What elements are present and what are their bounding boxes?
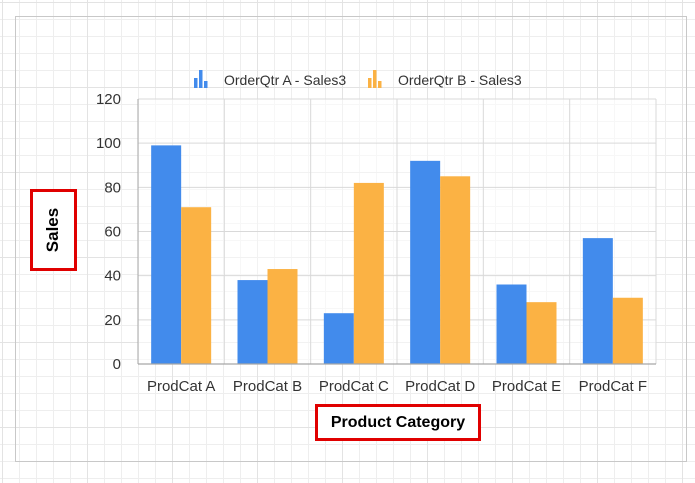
bar[interactable] <box>612 297 643 364</box>
bar[interactable] <box>151 145 182 364</box>
y-axis-title: Sales <box>43 207 63 253</box>
legend-icon-bar <box>204 81 208 88</box>
legend-icon-bar <box>199 70 203 88</box>
x-axis-title-box: Product Category <box>315 404 481 441</box>
legend-icon-bar <box>373 70 377 88</box>
legend-label: OrderQtr B - Sales3 <box>398 72 522 88</box>
x-tick-label: ProdCat D <box>405 378 475 395</box>
x-axis-title: Product Category <box>330 413 466 431</box>
bar[interactable] <box>181 207 212 364</box>
legend-label: OrderQtr A - Sales3 <box>224 72 346 88</box>
axes: 0 20 40 60 80 100 120 ProdCat A ProdCat B ProdCat… <box>96 91 656 395</box>
y-tick-label: 20 <box>104 312 121 329</box>
bar-chart-icon <box>368 70 382 88</box>
gridlines <box>137 98 657 365</box>
bar[interactable] <box>582 238 613 364</box>
bar[interactable] <box>410 160 441 364</box>
legend-icon-bar <box>378 81 382 88</box>
legend-item[interactable]: OrderQtr B - Sales3 <box>368 70 522 88</box>
bar-chart-icon <box>194 70 208 88</box>
y-tick-label: 0 <box>113 356 121 373</box>
y-tick-label: 120 <box>96 91 121 108</box>
y-tick-label: 60 <box>104 224 121 241</box>
legend-icon-bar <box>368 78 372 88</box>
x-tick-label: ProdCat E <box>492 378 561 395</box>
bar[interactable] <box>526 302 557 364</box>
y-axis-title-box: Sales <box>30 189 77 271</box>
bars <box>151 145 643 364</box>
legend[interactable]: OrderQtr A - Sales3 OrderQtr B - Sales3 <box>194 70 522 88</box>
x-tick-label: ProdCat C <box>319 378 389 395</box>
y-tick-label: 100 <box>96 135 121 152</box>
bar[interactable] <box>353 182 384 364</box>
legend-icon-bar <box>194 78 198 88</box>
legend-item[interactable]: OrderQtr A - Sales3 <box>194 70 346 88</box>
x-tick-label: ProdCat B <box>233 378 302 395</box>
bar[interactable] <box>237 280 268 364</box>
x-tick-label: ProdCat A <box>147 378 215 395</box>
y-tick-label: 40 <box>104 268 121 285</box>
bar[interactable] <box>496 284 527 365</box>
y-tick-label: 80 <box>104 179 121 196</box>
bar[interactable] <box>267 269 298 364</box>
bar[interactable] <box>440 176 471 364</box>
x-tick-label: ProdCat F <box>579 378 647 395</box>
bar[interactable] <box>323 313 354 364</box>
